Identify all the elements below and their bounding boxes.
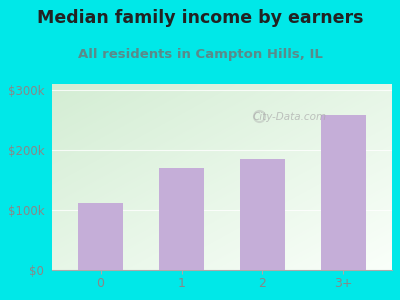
Text: Median family income by earners: Median family income by earners <box>37 9 363 27</box>
Bar <box>78 203 123 270</box>
Bar <box>321 115 366 270</box>
Bar <box>240 159 285 270</box>
Text: City-Data.com: City-Data.com <box>253 112 327 122</box>
Text: All residents in Campton Hills, IL: All residents in Campton Hills, IL <box>78 48 322 61</box>
Bar <box>159 168 204 270</box>
